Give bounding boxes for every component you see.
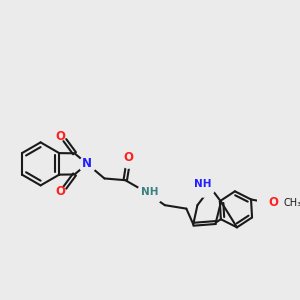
Text: O: O (55, 130, 65, 143)
Text: O: O (55, 184, 65, 198)
Text: O: O (268, 196, 278, 209)
Text: N: N (82, 158, 92, 170)
Text: NH: NH (142, 187, 159, 197)
Text: NH: NH (194, 179, 212, 189)
Text: CH₃: CH₃ (284, 198, 300, 208)
Text: O: O (123, 152, 133, 164)
